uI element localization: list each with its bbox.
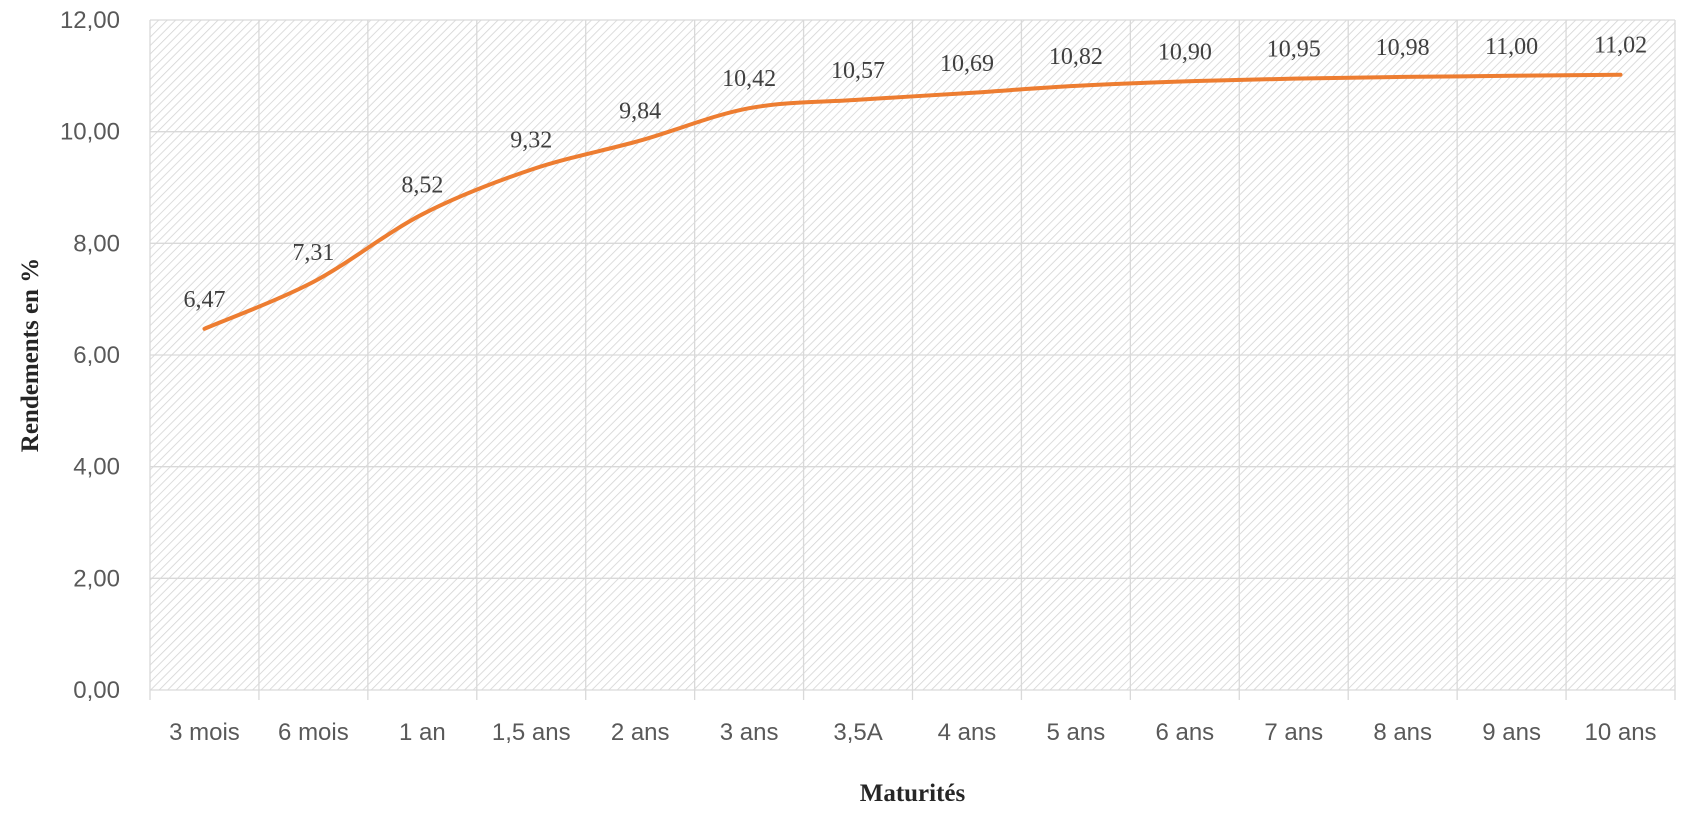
- data-label: 10,57: [831, 58, 885, 84]
- x-tick-label: 3 ans: [720, 719, 779, 746]
- x-tick-label: 1,5 ans: [492, 719, 571, 746]
- data-label: 10,90: [1158, 39, 1212, 65]
- x-tick-label: 6 ans: [1155, 719, 1214, 746]
- data-label: 11,00: [1485, 34, 1538, 60]
- x-tick-label: 3 mois: [169, 719, 240, 746]
- x-tick-label: 10 ans: [1585, 719, 1657, 746]
- data-label: 6,47: [183, 287, 225, 313]
- data-labels: 6,47 7,31 8,52 9,32 9,84 10,42 10,57 10,69 10,82…: [183, 33, 1647, 313]
- x-tick-label: 1 an: [399, 719, 446, 746]
- y-tick-label: 6,00: [73, 342, 120, 369]
- data-label: 9,84: [619, 99, 661, 125]
- data-label: 10,95: [1267, 37, 1321, 63]
- data-label: 11,02: [1594, 33, 1647, 59]
- y-tick-label: 0,00: [73, 677, 120, 704]
- x-tick-label: 8 ans: [1373, 719, 1432, 746]
- data-label: 10,42: [722, 66, 776, 92]
- data-label: 9,32: [510, 128, 552, 154]
- series-line: [202, 72, 1623, 331]
- x-tick-label: 2 ans: [611, 719, 670, 746]
- y-tick-label: 10,00: [60, 119, 120, 146]
- x-tick-label: 9 ans: [1482, 719, 1541, 746]
- x-tick-label: 3,5A: [833, 719, 882, 746]
- y-axis-title: Rendements en %: [17, 258, 44, 452]
- x-axis-title: Maturités: [860, 780, 966, 807]
- y-tick-label: 2,00: [73, 565, 120, 592]
- data-label: 8,52: [401, 172, 443, 198]
- data-label: 10,69: [940, 51, 994, 77]
- data-label: 7,31: [292, 240, 334, 266]
- x-tick-label: 7 ans: [1264, 719, 1323, 746]
- x-tick-label: 5 ans: [1047, 719, 1106, 746]
- y-axis-tick-labels: 0,00 2,00 4,00 6,00 8,00 10,00 12,00: [60, 7, 120, 704]
- x-tick-label: 6 mois: [278, 719, 349, 746]
- data-label: 10,82: [1049, 44, 1103, 70]
- y-tick-label: 12,00: [60, 7, 120, 34]
- data-label: 10,98: [1376, 35, 1430, 61]
- y-tick-label: 8,00: [73, 230, 120, 257]
- gridlines: [149, 19, 1676, 700]
- y-tick-label: 4,00: [73, 454, 120, 481]
- x-axis-tick-labels: 3 mois 6 mois 1 an 1,5 ans 2 ans 3 ans 3,5A 4 a…: [169, 719, 1656, 746]
- x-tick-label: 4 ans: [938, 719, 997, 746]
